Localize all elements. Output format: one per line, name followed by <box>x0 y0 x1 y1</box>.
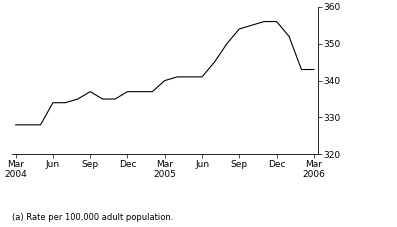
Text: (a) Rate per 100,000 adult population.: (a) Rate per 100,000 adult population. <box>12 213 173 222</box>
